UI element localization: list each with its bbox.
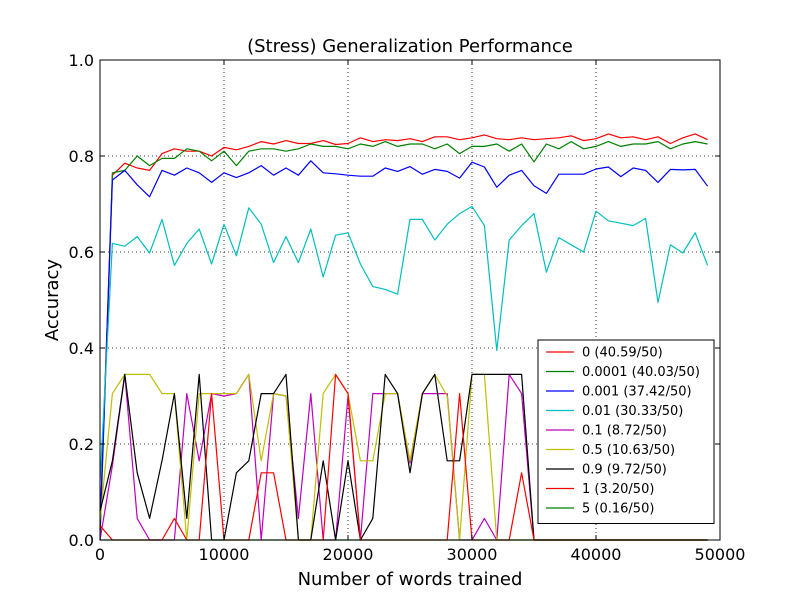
legend: 0 (40.59/50) 0.0001 (40.03/50) 0.001 (37.4… [537,339,715,524]
series-line-1 [99,141,708,541]
legend-label-3: 0.01 (30.33/50) [582,404,683,419]
legend-label-4: 0.1 (8.72/50) [582,424,667,439]
x-tick-label: 30000 [447,545,498,564]
series-line-2 [99,160,709,531]
legend-label-5: 0.5 (10.63/50) [582,443,675,458]
plot-frame [99,59,721,541]
y-axis-label: Accuracy [42,259,63,342]
y-tick-label: 0.4 [69,339,94,358]
y-tick-label: 0.6 [69,243,94,262]
x-tick-label: 40000 [571,545,622,564]
legend-box [537,339,715,524]
series-line-3 [99,205,709,483]
legend-label-8: 5 (0.16/50) [582,502,654,517]
axis-ticks: 0 10000 20000 30000 40000 50000 0.0 0.2 0.4 0.6 0.… [69,51,746,564]
x-tick-label: 20000 [323,545,374,564]
legend-label-0: 0 (40.59/50) [582,346,663,361]
legend-label-2: 0.001 (37.42/50) [582,385,692,400]
legend-label-1: 0.0001 (40.03/50) [582,365,700,380]
x-axis-label: Number of words trained [298,569,523,590]
x-tick-label: 0 [95,545,105,564]
x-tick-label: 10000 [199,545,250,564]
x-tick-label: 50000 [695,545,746,564]
legend-label-6: 0.9 (9.72/50) [582,463,667,478]
y-tick-label: 1.0 [69,51,94,70]
y-tick-label: 0.8 [69,147,94,166]
series-line-0 [99,133,708,526]
chart-title: (Stress) Generalization Performance [247,36,573,57]
y-tick-label: 0.0 [69,531,94,550]
legend-label-7: 1 (3.20/50) [582,482,654,497]
y-tick-label: 0.2 [69,435,94,454]
